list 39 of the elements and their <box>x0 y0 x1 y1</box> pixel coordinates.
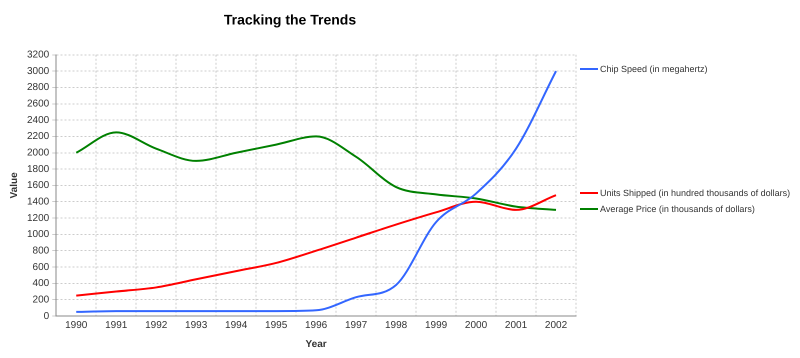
x-tick-label: 2000 <box>464 320 488 331</box>
x-tick-label: 2001 <box>504 320 528 331</box>
y-tick-label: 2200 <box>26 131 50 142</box>
y-tick-label: 2400 <box>26 114 50 126</box>
legend-label: Units Shipped (in hundred thousands of dollars) <box>600 188 790 198</box>
y-axis-title: Value <box>8 172 20 198</box>
legend-label: Chip Speed (in megahertz) <box>600 64 708 74</box>
y-tick-label: 600 <box>32 262 50 273</box>
y-tick-label: 0 <box>44 310 50 322</box>
y-tick-label: 400 <box>32 278 50 290</box>
line-series <box>75 194 558 297</box>
line-series <box>75 131 558 211</box>
y-tick-label: 800 <box>32 245 50 256</box>
y-tick-label: 1200 <box>26 212 50 224</box>
y-tick-label: 1000 <box>26 229 50 240</box>
y-tick-label: 2800 <box>26 82 50 94</box>
x-axis-title: Year <box>306 338 327 350</box>
y-tick-label: 1600 <box>26 180 50 192</box>
y-tick-label: 3200 <box>26 50 50 61</box>
y-tick-label: 2600 <box>26 98 50 110</box>
y-tick-label: 3000 <box>26 66 50 77</box>
x-tick-label: 1996 <box>305 320 328 331</box>
chart-title: Tracking the Trends <box>224 11 356 28</box>
legend-label: Average Price (in thousands of dollars) <box>600 204 755 214</box>
y-tick-label: 200 <box>32 294 50 306</box>
x-tick-label: 1991 <box>105 320 128 331</box>
x-tick-label: 1992 <box>145 320 168 331</box>
x-tick-label: 1998 <box>384 320 408 331</box>
x-tick-label: 1999 <box>424 320 448 331</box>
line-series <box>75 70 558 313</box>
x-tick-label: 1995 <box>265 320 288 331</box>
x-tick-label: 1990 <box>65 320 88 331</box>
x-tick-label: 2002 <box>544 320 568 331</box>
x-tick-label: 1994 <box>225 320 248 331</box>
y-tick-label: 2000 <box>26 148 50 158</box>
y-tick-label: 1400 <box>26 196 50 208</box>
x-tick-label: 1993 <box>185 320 208 331</box>
x-tick-label: 1997 <box>344 320 368 331</box>
y-tick-label: 1800 <box>26 164 50 175</box>
